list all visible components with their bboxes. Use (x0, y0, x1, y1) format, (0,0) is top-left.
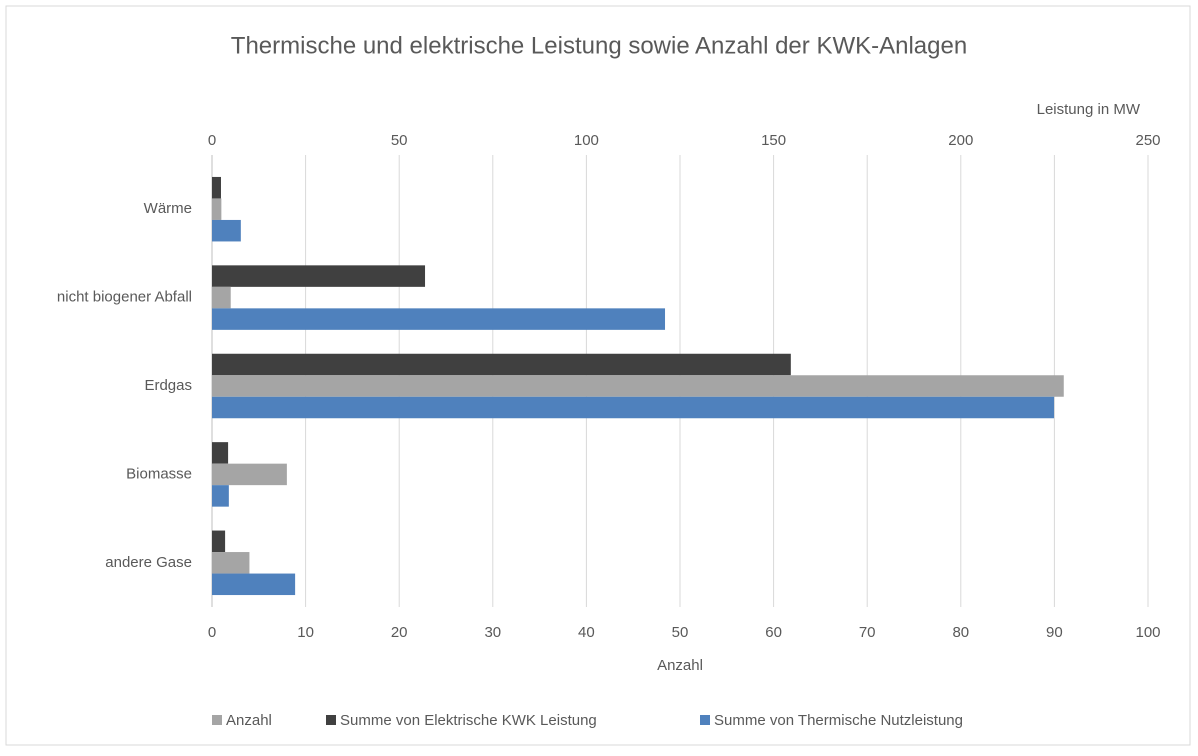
bar (212, 353, 791, 376)
bar (212, 286, 231, 309)
x-axis-label: Anzahl (657, 657, 703, 674)
legend-swatch (212, 715, 222, 725)
bar (212, 198, 222, 220)
legend-label: Summe von Elektrische KWK Leistung (340, 712, 597, 729)
x-tick-label: 90 (1046, 624, 1063, 641)
x-tick-label: 10 (297, 624, 314, 641)
x2-tick-label: 100 (574, 132, 599, 149)
chart-title: Thermische und elektrische Leistung sowi… (231, 32, 967, 59)
bar (212, 375, 1064, 397)
legend-swatch (700, 715, 710, 725)
bar (212, 463, 287, 486)
bar (212, 265, 426, 287)
bar (212, 485, 229, 507)
y-tick-label: Biomasse (126, 465, 192, 482)
x2-tick-label: 150 (761, 132, 786, 149)
legend-swatch (326, 715, 336, 725)
legend-label: Summe von Thermische Nutzleistung (714, 712, 963, 729)
y-tick-label: andere Gase (105, 554, 192, 571)
x-tick-label: 80 (952, 624, 969, 641)
bar (212, 530, 226, 553)
y-tick-label: nicht biogener Abfall (57, 289, 192, 306)
bar (212, 308, 666, 330)
x2-tick-label: 250 (1135, 132, 1160, 149)
x2-tick-label: 200 (948, 132, 973, 149)
bar (212, 442, 229, 464)
x-tick-label: 20 (391, 624, 408, 641)
x-tick-label: 100 (1135, 624, 1160, 641)
x-tick-label: 50 (672, 624, 689, 641)
bar (212, 552, 250, 574)
bar (212, 176, 221, 199)
bar (212, 219, 241, 242)
x-tick-label: 40 (578, 624, 595, 641)
bar (212, 396, 1055, 419)
legend-label: Anzahl (226, 712, 272, 729)
x-tick-label: 0 (208, 624, 216, 641)
bar (212, 573, 296, 596)
x2-tick-label: 50 (391, 132, 408, 149)
y-tick-label: Erdgas (144, 377, 192, 394)
y-tick-label: Wärme (144, 200, 192, 217)
x-tick-label: 70 (859, 624, 876, 641)
x2-tick-label: 0 (208, 132, 216, 149)
x-tick-label: 30 (484, 624, 501, 641)
x2-axis-label: Leistung in MW (1037, 101, 1141, 118)
x-tick-label: 60 (765, 624, 782, 641)
